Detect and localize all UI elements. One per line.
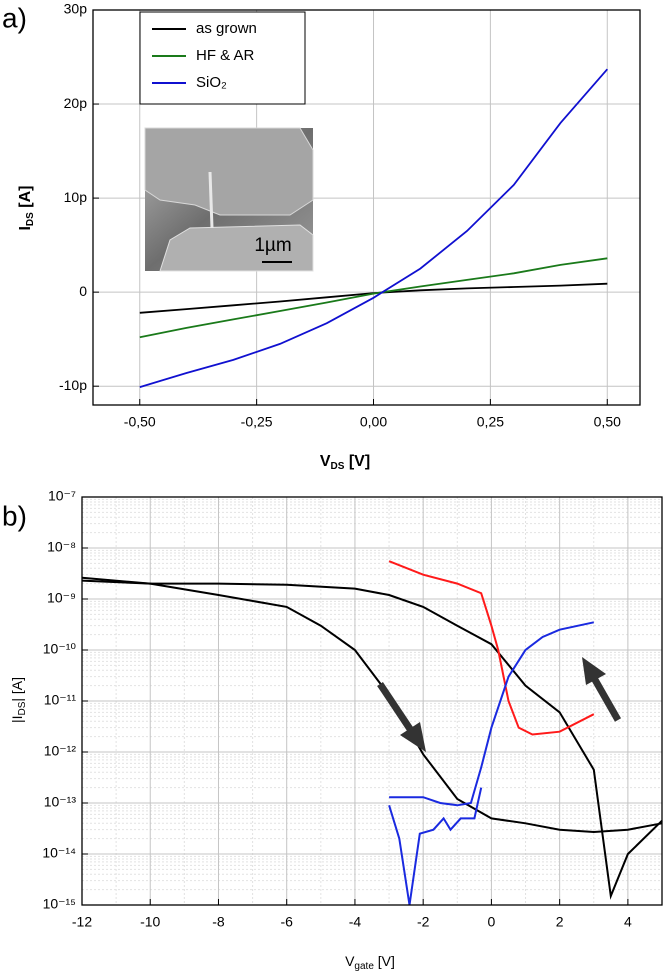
legend-label: HF & AR (196, 47, 255, 64)
sweep-arrow (377, 657, 622, 752)
data-line (388, 560, 595, 736)
axis-title-part: DS (25, 212, 36, 226)
panel-label: a) (2, 2, 27, 33)
x-tick-label: -2 (417, 914, 430, 930)
inset-structure (159, 224, 314, 272)
axis-title-part: |I (9, 716, 25, 724)
data-line (389, 621, 595, 807)
data-line (81, 576, 663, 834)
panel-label: b) (2, 500, 27, 531)
x-axis-title: VDS [V] (320, 453, 370, 471)
inset-structure (144, 127, 314, 216)
y-tick-label: -10p (59, 377, 87, 393)
y-tick-label: 10⁻⁸ (47, 539, 76, 555)
x-tick-label: 0 (488, 914, 496, 930)
x-tick-label: -0,25 (241, 414, 273, 430)
x-tick-label: 2 (556, 914, 564, 930)
x-tick-label: -6 (280, 914, 293, 930)
y-tick-label: 10⁻⁹ (47, 590, 76, 606)
plot-frame (81, 496, 663, 906)
y-tick-label: 10⁻¹³ (44, 794, 77, 810)
axis-title-part: V (345, 953, 355, 969)
x-tick-label: 0,25 (477, 414, 504, 430)
x-tick-label: -10 (140, 914, 160, 930)
y-tick-label: 10⁻¹² (44, 743, 77, 759)
inset-wire (208, 171, 214, 229)
y-axis-title: IDS [A] (17, 185, 35, 230)
inset-scale-label: 1µm (254, 235, 291, 256)
x-tick-label: 0,00 (360, 414, 387, 430)
axis-title-part: | [A] (9, 677, 25, 702)
y-axis-title: |IDS| [A] (9, 677, 28, 723)
axis-title-part: DS (330, 461, 344, 472)
axis-title-part: DS (17, 701, 28, 715)
x-tick-label: 4 (624, 914, 632, 930)
data-line (81, 579, 663, 900)
axis-title-part: [V] (374, 953, 395, 969)
y-tick-label: 10⁻¹⁰ (43, 641, 77, 657)
y-tick-label: 10⁻¹⁵ (43, 896, 76, 912)
axis-title-part: I (17, 226, 34, 230)
x-axis-title: Vgate [V] (345, 953, 395, 972)
y-tick-label: 10⁻⁷ (48, 488, 76, 504)
axis-title-part: gate (354, 961, 374, 972)
legend-label: SiO₂ (196, 74, 227, 91)
y-tick-label: 0 (79, 283, 87, 299)
axis-title-part: V (320, 453, 331, 470)
x-tick-label: -4 (349, 914, 362, 930)
legend-box (139, 11, 306, 105)
y-tick-label: 20p (64, 95, 88, 111)
data-line (139, 257, 608, 339)
plot-frame (92, 9, 641, 406)
y-tick-label: 30p (64, 1, 88, 17)
x-tick-label: -0,50 (124, 414, 156, 430)
data-line (139, 68, 608, 388)
x-tick-label: 0,50 (594, 414, 621, 430)
x-tick-label: -8 (212, 914, 225, 930)
axis-title-part: [A] (17, 185, 34, 212)
y-tick-label: 10⁻¹¹ (44, 692, 77, 708)
x-tick-label: -12 (72, 914, 92, 930)
y-tick-label: 10p (64, 189, 88, 205)
y-tick-label: 10⁻¹⁴ (42, 845, 76, 861)
axis-title-part: [V] (344, 453, 370, 470)
data-line (388, 787, 483, 906)
legend-label: as grown (196, 20, 257, 37)
